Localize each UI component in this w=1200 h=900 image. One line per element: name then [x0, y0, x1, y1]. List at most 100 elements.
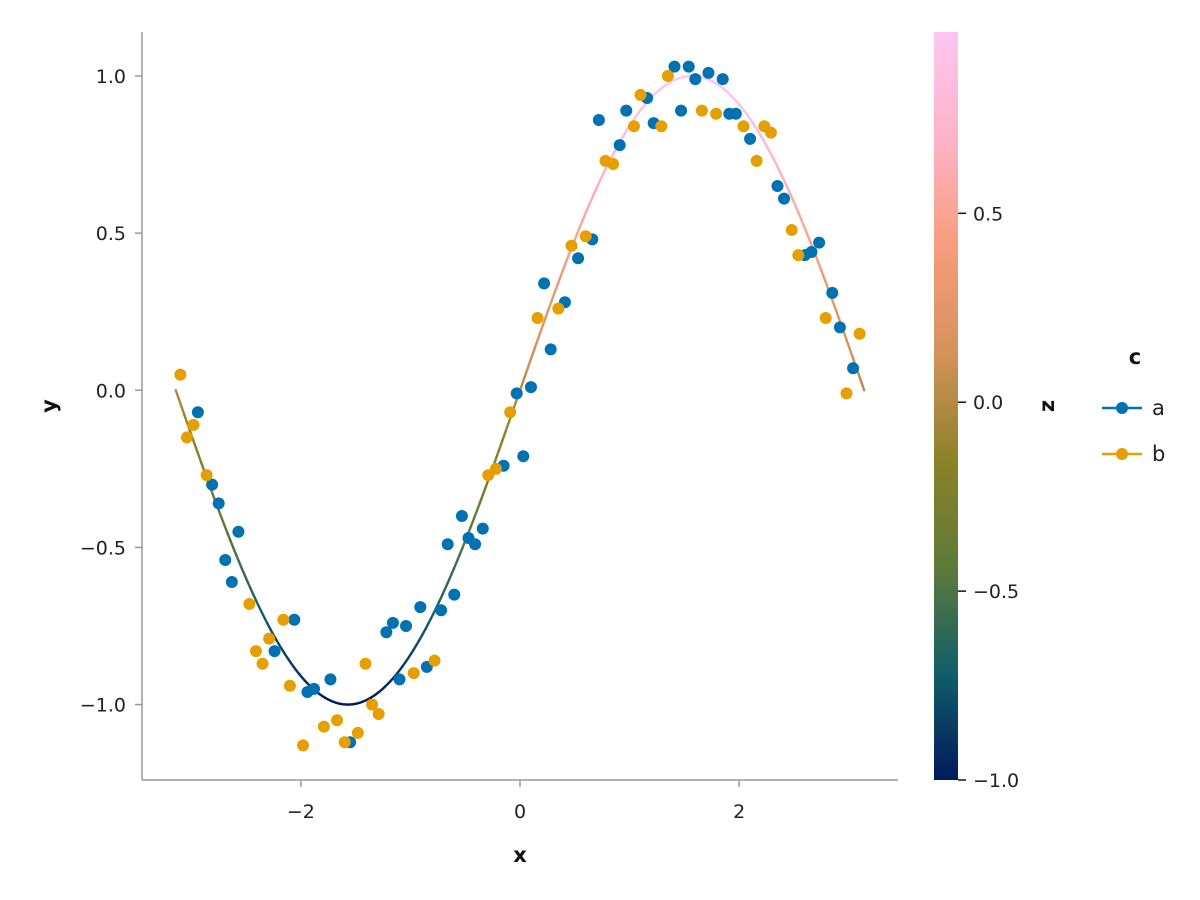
curve-segment: [581, 211, 588, 221]
scatter-point-b: [607, 158, 620, 170]
scatter-point-b: [750, 154, 763, 167]
y-ticks: −1.0 −0.5 0.0 0.5 1.0: [80, 66, 142, 717]
curve-segment: [845, 339, 852, 351]
curve-segment: [498, 438, 504, 449]
scatter-point-b: [277, 613, 290, 626]
curve-segment: [197, 454, 203, 465]
scatter-point-a: [682, 60, 695, 73]
colorbar-tick-label: 0.0: [973, 392, 1003, 414]
scatter-point-b: [331, 714, 344, 727]
curve-segment: [799, 217, 806, 228]
scatter-point-b: [200, 469, 213, 482]
scatter-point-b: [372, 708, 385, 720]
curve-segment: [544, 307, 550, 319]
scatter-point-a: [613, 139, 626, 152]
curve-segment: [576, 224, 582, 235]
curve-segment: [452, 560, 459, 570]
scatter-point-b: [351, 726, 364, 739]
curve-segment: [481, 486, 487, 497]
curve-segment: [501, 430, 507, 441]
scatter-point-a: [572, 252, 585, 265]
scatter-point-a: [400, 620, 413, 632]
scatter-point-a: [393, 673, 406, 686]
curve-segment: [822, 276, 829, 287]
scatter-point-b: [792, 249, 805, 262]
scatter-point-a: [675, 104, 688, 117]
legend-label-a: a: [1152, 396, 1165, 420]
curve-segment: [556, 276, 562, 287]
scatter-point-b: [504, 406, 517, 419]
scatter-point-a: [219, 554, 232, 566]
scatter-point-b: [695, 104, 708, 117]
scatter-point-b: [180, 431, 193, 444]
scatter-point-b: [317, 720, 330, 733]
scatter-point-a: [826, 286, 839, 299]
curve-segment: [455, 553, 461, 563]
curve-segment: [814, 253, 820, 264]
scatter-point-b: [531, 312, 544, 324]
colorbar-tick-label: 0.5: [973, 203, 1003, 225]
curve-segment: [802, 224, 809, 235]
legend-marker-b: [1116, 448, 1128, 460]
plot-area: −2 0 2 −1.0 −0.5 0.0 0.5 1.0 x y: [37, 32, 898, 867]
scatter-point-b: [627, 120, 640, 133]
curve-segment: [191, 438, 198, 449]
curve-segment: [217, 509, 223, 520]
legend: c a b: [1102, 345, 1165, 466]
curve-segment: [478, 494, 484, 505]
curve-segment: [492, 454, 499, 465]
curve-segment: [579, 217, 585, 228]
y-tick-label: 0.0: [96, 380, 126, 402]
scatter-point-a: [620, 104, 633, 117]
curve-segment: [237, 560, 243, 570]
curve-segment: [495, 446, 502, 457]
curve-segment: [797, 211, 803, 221]
scatter-point-a: [448, 588, 461, 601]
scatter-point-b: [283, 679, 296, 692]
scatter-point-a: [268, 645, 281, 658]
scatter-point-b: [764, 126, 777, 139]
scatter-point-b: [489, 462, 502, 475]
scatter-point-a: [225, 576, 238, 588]
curve-segment: [860, 380, 866, 392]
curve-segment: [550, 291, 556, 303]
scatter-point-a: [435, 604, 448, 617]
colorbar-tick-label: −0.5: [973, 581, 1019, 603]
x-tick-label: 2: [733, 801, 745, 823]
scatter-point-a: [386, 616, 399, 629]
curve-segment: [842, 331, 849, 343]
x-axis-title: x: [513, 843, 527, 867]
scatter-point-a: [833, 321, 846, 334]
scatter-point-a: [716, 73, 729, 86]
legend-marker-a: [1116, 402, 1128, 414]
curve-segment: [470, 516, 476, 527]
curve-segment: [183, 413, 189, 425]
curve-segment: [558, 268, 565, 279]
scatter-point-a: [689, 73, 702, 86]
scatter-point-a: [191, 406, 204, 419]
scatter-point-b: [785, 224, 798, 236]
scatter-point-a: [414, 601, 427, 614]
scatter-point-b: [243, 598, 256, 610]
scatter-point-a: [232, 525, 245, 538]
scatter-point-b: [359, 657, 372, 670]
scatter-point-b: [737, 120, 750, 133]
scatter-point-b: [552, 302, 565, 315]
curve-segment: [553, 284, 559, 295]
scatter-point-a: [212, 497, 225, 510]
colorbar: −1.0 −0.5 0.0 0.5 z: [934, 32, 1059, 792]
curve-segment: [458, 546, 464, 556]
y-tick-label: 1.0: [96, 66, 126, 88]
scatter-point-b: [840, 387, 853, 400]
curve-segment: [541, 315, 548, 327]
legend-item-b: b: [1102, 442, 1165, 466]
scatter-point-b: [428, 654, 441, 667]
scatter-point-a: [288, 613, 301, 626]
scatter-point-b: [819, 312, 832, 324]
curve-segment: [220, 516, 226, 527]
scatter-point-a: [544, 343, 557, 356]
scatter-point-b: [661, 70, 674, 82]
curve-segment: [234, 553, 241, 563]
curve-segment: [857, 372, 863, 384]
curve-segment: [819, 268, 826, 279]
